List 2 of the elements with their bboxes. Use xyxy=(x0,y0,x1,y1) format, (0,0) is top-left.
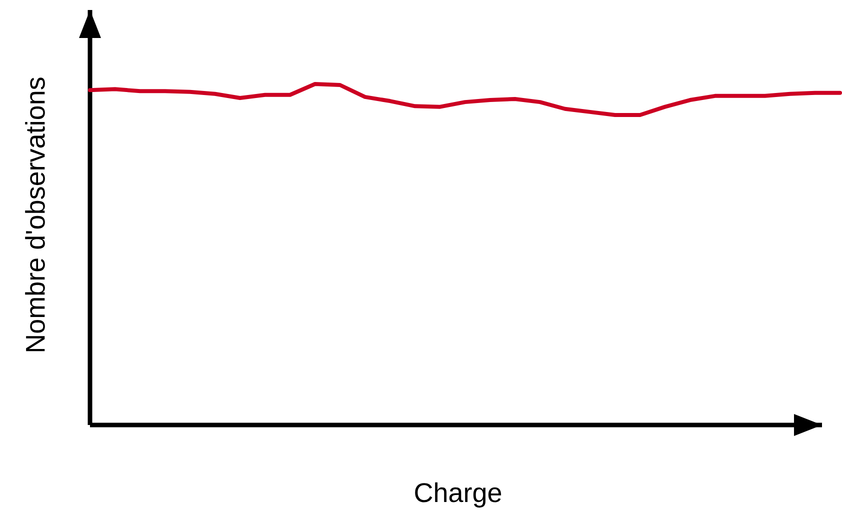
x-axis-title: Charge xyxy=(415,482,502,508)
y-axis-title: Nombre d'observations xyxy=(25,78,45,352)
